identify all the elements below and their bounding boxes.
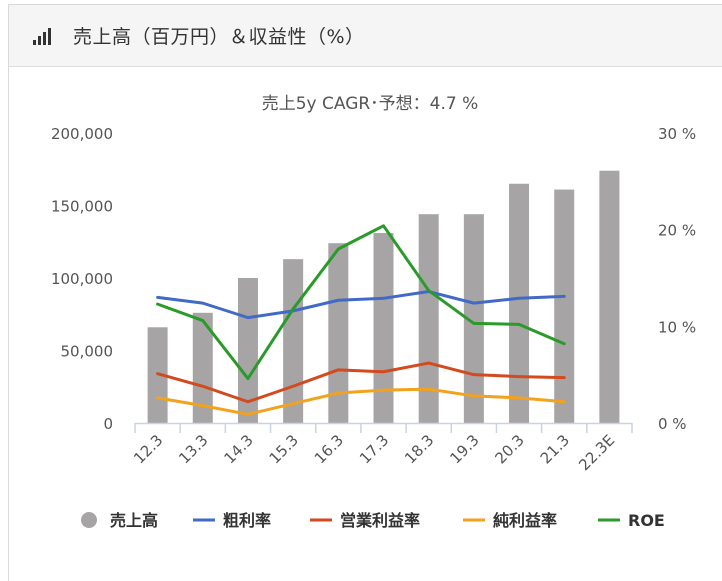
left-axis-tick-label: 50,000 [61, 343, 114, 361]
bar [509, 183, 530, 423]
series-line [156, 224, 566, 381]
legend-label: ROE [628, 511, 665, 530]
x-axis-tick-label: 16.3 [311, 431, 347, 467]
bar [192, 312, 213, 423]
bar [418, 214, 439, 423]
chart-title: 売上5y CAGR･予想：4.7 % [262, 94, 479, 114]
bar [237, 278, 258, 423]
x-axis-tick-label: 17.3 [356, 431, 392, 467]
series-line [156, 361, 566, 404]
legend-label: 売上高 [110, 511, 158, 530]
bar-chart-icon [31, 25, 53, 47]
x-axis-tick-label: 13.3 [175, 431, 211, 467]
legend-label: 営業利益率 [340, 511, 420, 530]
bar [599, 170, 620, 423]
legend-marker [81, 512, 97, 528]
x-axis-tick-label: 18.3 [401, 431, 437, 467]
bar [463, 214, 484, 423]
panel-title: 売上高（百万円）＆収益性（%） [73, 26, 365, 48]
left-axis-tick-label: 100,000 [51, 270, 113, 288]
bar [283, 259, 304, 423]
left-axis-tick-label: 150,000 [51, 198, 113, 216]
x-axis-tick-label: 14.3 [220, 431, 256, 467]
bar [328, 243, 349, 423]
x-axis-tick-label: 21.3 [537, 431, 573, 467]
legend-label: 純利益率 [493, 511, 557, 530]
right-axis-tick-label: 20 % [658, 222, 696, 240]
left-axis-tick-label: 0 [103, 415, 113, 433]
x-axis-tick-label: 20.3 [492, 431, 528, 467]
x-axis-tick-label: 12.3 [130, 431, 166, 467]
legend-label: 粗利率 [223, 511, 271, 530]
bar [554, 189, 575, 423]
panel-header: 売上高（百万円）＆収益性（%） [9, 5, 722, 67]
right-axis-tick-label: 10 % [658, 318, 696, 336]
x-axis-tick-label: 19.3 [446, 431, 482, 467]
bar [373, 233, 394, 423]
series-line [156, 290, 566, 320]
series-line [156, 387, 566, 416]
right-axis-tick-label: 30 % [658, 125, 696, 143]
x-axis-tick-label: 15.3 [266, 431, 302, 467]
left-axis-tick-label: 200,000 [51, 125, 113, 143]
x-axis-tick-label: 22.3E [575, 431, 618, 474]
right-axis-tick-label: 0 % [658, 415, 687, 433]
